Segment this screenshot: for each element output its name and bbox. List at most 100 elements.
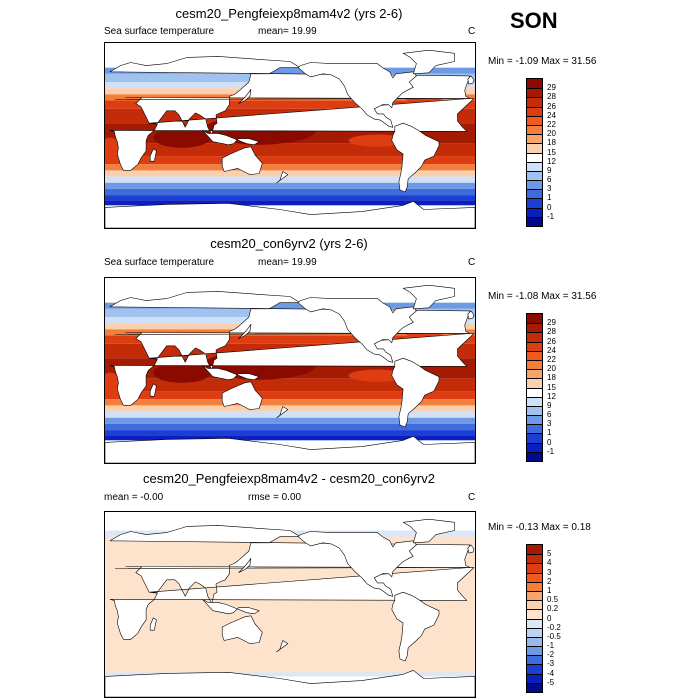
- colorbar: 5 4 3 2 1 0.5 0.2 0 -0.2 -0.5 -1 -2 -3 -4 -5: [526, 544, 561, 693]
- colorbar-tick-label: -1: [547, 211, 555, 221]
- colorbar-tick-label: 15: [547, 147, 556, 157]
- land-antarctica: [105, 670, 475, 697]
- colorbar-swatch: [527, 378, 542, 388]
- colorbar-swatch: [527, 451, 542, 461]
- colorbar-tick-label: 28: [547, 92, 556, 102]
- sst-band: [105, 391, 475, 400]
- sst-band: [105, 164, 475, 171]
- panel-title: cesm20_Pengfeiexp8mam4v2 - cesm20_con6yr…: [143, 471, 435, 486]
- sst-band: [105, 156, 475, 165]
- colorbar-swatch: [527, 563, 542, 573]
- land-madagascar: [149, 383, 157, 397]
- colorbar-swatch: [527, 198, 542, 208]
- colorbar-swatch: [527, 115, 542, 125]
- field-label: Sea surface temperature: [104, 26, 215, 37]
- colorbar-tick-label: 4: [547, 558, 552, 568]
- unit-label: C: [468, 492, 476, 503]
- colorbar-tick-label: 26: [547, 336, 556, 346]
- colorbar-swatch: [527, 433, 542, 443]
- colorbar-tick-label: 12: [547, 391, 556, 401]
- land-greenland: [402, 284, 455, 310]
- colorbar-swatch: [527, 682, 542, 692]
- colorbar-swatch: [527, 581, 542, 591]
- colorbar-swatch: [527, 152, 542, 162]
- colorbar-swatch: [527, 554, 542, 564]
- minmax-label: Min = -1.08 Max = 31.56: [488, 291, 597, 302]
- land-australia: [221, 146, 263, 175]
- colorbar-tick-label: 0: [547, 437, 552, 447]
- colorbar-swatch: [527, 396, 542, 406]
- colorbar-tick-label: 0.5: [547, 595, 559, 605]
- land-south-america: [391, 591, 440, 662]
- colorbar-swatch: [527, 341, 542, 351]
- colorbar-swatch: [527, 323, 542, 333]
- colorbar-swatch: [527, 134, 542, 144]
- colorbar-swatch: [527, 673, 542, 683]
- colorbar-tick-label: -1: [547, 446, 555, 456]
- sst-band: [105, 182, 475, 189]
- sst-band: [105, 195, 475, 201]
- colorbar-swatch: [527, 636, 542, 647]
- colorbar: 29 28 26 24 22 20 18 15 12 9 6 3 1 0 -1: [526, 78, 556, 227]
- land-south-america: [391, 122, 440, 193]
- colorbar-swatch: [527, 332, 542, 342]
- land-madagascar: [149, 148, 157, 162]
- land-north-america: [297, 297, 417, 363]
- colorbar-tick-label: 6: [547, 175, 552, 185]
- colorbar-tick-label: -0.5: [547, 631, 561, 641]
- sst-band: [105, 170, 475, 177]
- land-australia: [221, 615, 263, 644]
- colorbar-tick-label: 0: [547, 202, 552, 212]
- colorbar-swatch: [527, 424, 542, 434]
- colorbar-swatch: [527, 79, 542, 89]
- colorbar-tick-label: 29: [547, 83, 556, 93]
- land-madagascar: [149, 617, 157, 631]
- sst-map: [104, 42, 476, 229]
- sst-band: [105, 417, 475, 424]
- land-indonesia: [202, 599, 260, 615]
- colorbar-tick-label: 24: [547, 345, 556, 355]
- land-australia: [221, 381, 263, 410]
- land-uk: [467, 75, 475, 85]
- sst-band: [105, 430, 475, 436]
- diff-mean-label: mean = -0.00: [104, 492, 164, 503]
- colorbar-tick-label: 3: [547, 184, 552, 194]
- rmse-label: rmse = 0.00: [248, 492, 302, 503]
- colorbar-swatch: [527, 180, 542, 190]
- colorbar-swatch: [527, 359, 542, 370]
- colorbar-swatch: [527, 216, 542, 226]
- sst-band: [105, 302, 475, 309]
- colorbar-swatch: [527, 350, 542, 360]
- colorbar-swatch: [527, 590, 542, 601]
- sst-band: [105, 405, 475, 412]
- colorbar-tick-label: 0.2: [547, 604, 559, 614]
- colorbar-tick-label: -2: [547, 650, 555, 660]
- minmax-label: Min = -1.09 Max = 31.56: [488, 56, 597, 67]
- cold-tongue-atlantic: [105, 137, 121, 159]
- indian-ocean-warm: [153, 362, 211, 383]
- colorbar-tick-label: 3: [547, 567, 552, 577]
- colorbar-swatch: [527, 124, 542, 135]
- sst-band: [105, 435, 475, 441]
- land-north-america: [297, 531, 417, 597]
- colorbar-swatch: [527, 106, 542, 116]
- land-uk: [467, 310, 475, 320]
- difference-map: [104, 511, 476, 698]
- land-japan: [238, 557, 252, 573]
- colorbar-tick-label: -3: [547, 659, 555, 669]
- mean-label: mean= 19.99: [258, 257, 317, 268]
- land-antarctica: [105, 436, 475, 463]
- panel-title: cesm20_Pengfeiexp8mam4v2 (yrs 2-6): [175, 6, 403, 21]
- colorbar-tick-label: -4: [547, 668, 555, 678]
- colorbar-swatch: [527, 415, 542, 425]
- colorbar-tick-label: 1: [547, 428, 552, 438]
- colorbar-tick-label: 24: [547, 110, 556, 120]
- colorbar-tick-label: -1: [547, 641, 555, 651]
- colorbar-tick-label: 5: [547, 549, 552, 559]
- land-new-zealand: [276, 640, 289, 653]
- colorbar-swatch: [527, 314, 542, 324]
- map-canvas: [105, 278, 475, 463]
- sst-band: [105, 176, 475, 183]
- colorbar-tick-label: 0: [547, 613, 552, 623]
- colorbar-tick-label: 1: [547, 193, 552, 203]
